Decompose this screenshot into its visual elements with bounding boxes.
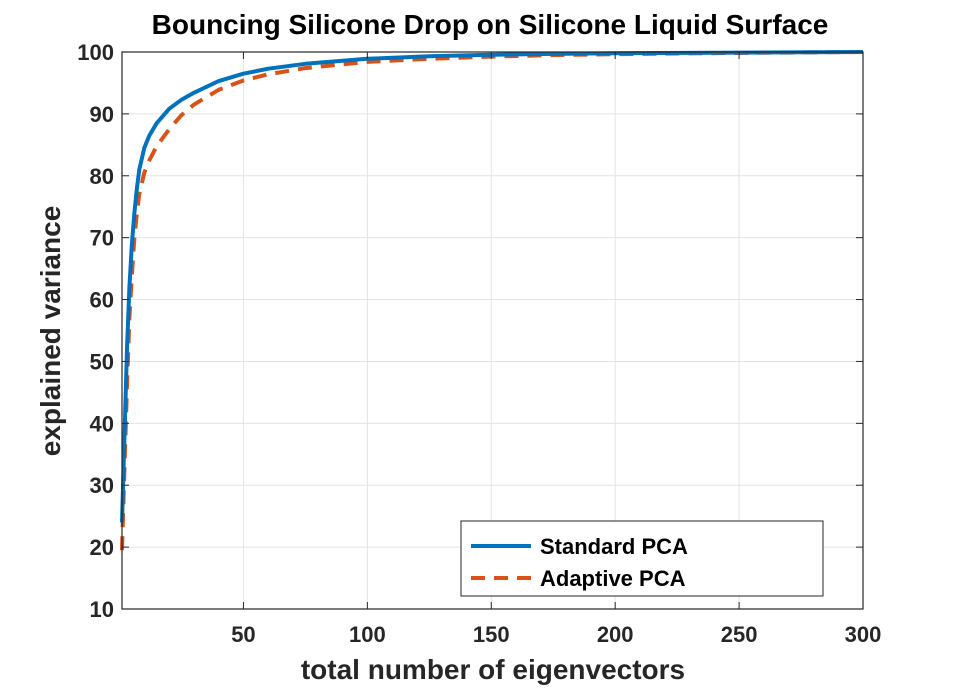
x-tick-label: 150	[473, 622, 510, 647]
x-tick-label: 100	[349, 622, 386, 647]
x-tick-label: 50	[231, 622, 255, 647]
x-tick-label: 250	[721, 622, 758, 647]
y-tick-label: 10	[90, 597, 114, 622]
y-tick-label: 80	[90, 164, 114, 189]
y-tick-label: 100	[77, 40, 114, 65]
x-axis-label: total number of eigenvectors	[301, 654, 685, 685]
legend: Standard PCA Adaptive PCA	[460, 520, 824, 597]
chart-title: Bouncing Silicone Drop on Silicone Liqui…	[152, 9, 829, 40]
legend-label-standard-pca: Standard PCA	[540, 534, 688, 559]
legend-box	[460, 520, 824, 597]
y-tick-label: 70	[90, 226, 114, 251]
x-tick-label: 200	[597, 622, 634, 647]
y-tick-label: 40	[90, 411, 114, 436]
grid	[122, 51, 864, 610]
y-axis-label: explained variance	[35, 206, 66, 457]
y-tick-label: 50	[90, 349, 114, 374]
y-tick-label: 20	[90, 535, 114, 560]
x-tick-label: 300	[845, 622, 882, 647]
y-tick-label: 60	[90, 288, 114, 313]
y-tick-label: 90	[90, 102, 114, 127]
ticks: 50 100 150 200 250 300 10 20 30 40 50 60 70 80 90 100	[77, 40, 881, 647]
axes-box	[121, 51, 864, 610]
y-tick-label: 30	[90, 473, 114, 498]
legend-label-adaptive-pca: Adaptive PCA	[540, 566, 686, 591]
